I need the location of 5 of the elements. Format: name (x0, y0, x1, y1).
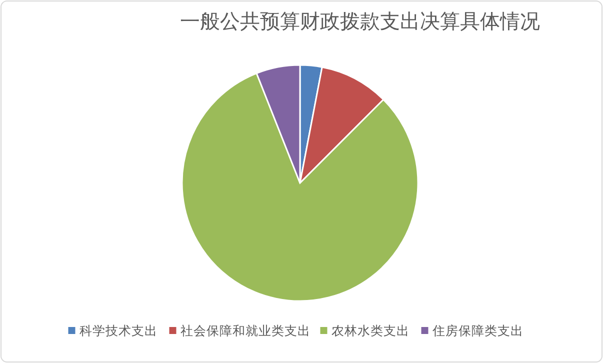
legend-label: 社会保障和就业类支出 (180, 323, 310, 338)
legend-label: 住房保障类支出 (431, 323, 524, 338)
chart-title: 一般公共预算财政拨款支出决算具体情况 (180, 9, 540, 33)
legend-label: 农林水类支出 (331, 323, 410, 338)
legend-label: 科学技术支出 (79, 323, 158, 338)
